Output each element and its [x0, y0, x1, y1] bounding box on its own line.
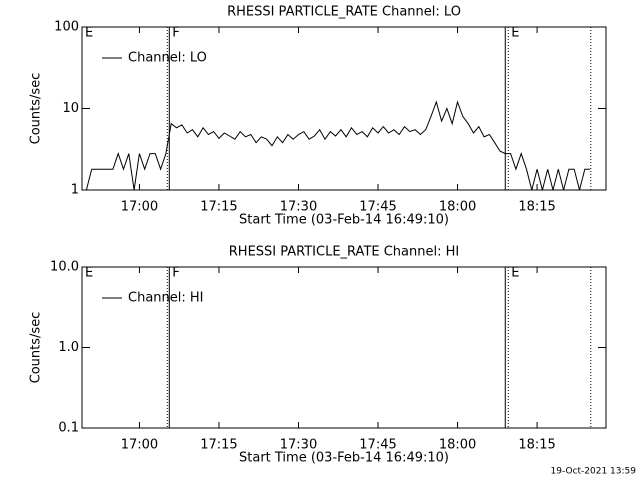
- y-tick-label: 0.1: [58, 421, 79, 436]
- legend-label: Channel: LO: [128, 51, 207, 66]
- x-tick-label: 18:15: [518, 200, 555, 215]
- x-tick-label: 17:45: [359, 200, 396, 215]
- y-tick-label: 1.0: [58, 340, 79, 355]
- data-line: [85, 100, 591, 191]
- x-tick-label: 18:00: [439, 438, 476, 453]
- x-axis-label: Start Time (03-Feb-14 16:49:10): [239, 451, 449, 466]
- x-tick-label: 17:15: [200, 438, 237, 453]
- marker-label: E: [511, 266, 519, 281]
- marker-label: E: [85, 26, 93, 41]
- y-tick-label: 10: [62, 101, 79, 116]
- marker-label: E: [511, 26, 519, 41]
- y-axis-label: Counts/sec: [29, 312, 44, 384]
- x-tick-label: 17:30: [280, 200, 317, 215]
- y-tick-label: 100: [54, 20, 79, 35]
- footer: 19-Oct-2021 13:59: [551, 467, 637, 477]
- chart-title: RHESSI PARTICLE_RATE Channel: LO: [227, 5, 461, 20]
- x-tick-label: 17:45: [359, 438, 396, 453]
- marker-label: F: [172, 26, 179, 41]
- x-tick-label: 17:00: [121, 438, 158, 453]
- chart-title: RHESSI PARTICLE_RATE Channel: HI: [229, 245, 459, 260]
- x-axis-label: Start Time (03-Feb-14 16:49:10): [239, 213, 449, 228]
- y-tick-label: 1: [71, 183, 79, 198]
- marker-label: F: [172, 266, 179, 281]
- y-tick-label: 10.0: [50, 260, 79, 275]
- x-tick-label: 17:15: [200, 200, 237, 215]
- y-axis-label: Counts/sec: [29, 73, 44, 145]
- legend-label: Channel: HI: [128, 291, 204, 306]
- x-tick-label: 18:00: [439, 200, 476, 215]
- marker-label: E: [85, 266, 93, 281]
- x-tick-label: 17:00: [121, 200, 158, 215]
- x-tick-label: 17:30: [280, 438, 317, 453]
- x-tick-label: 18:15: [518, 438, 555, 453]
